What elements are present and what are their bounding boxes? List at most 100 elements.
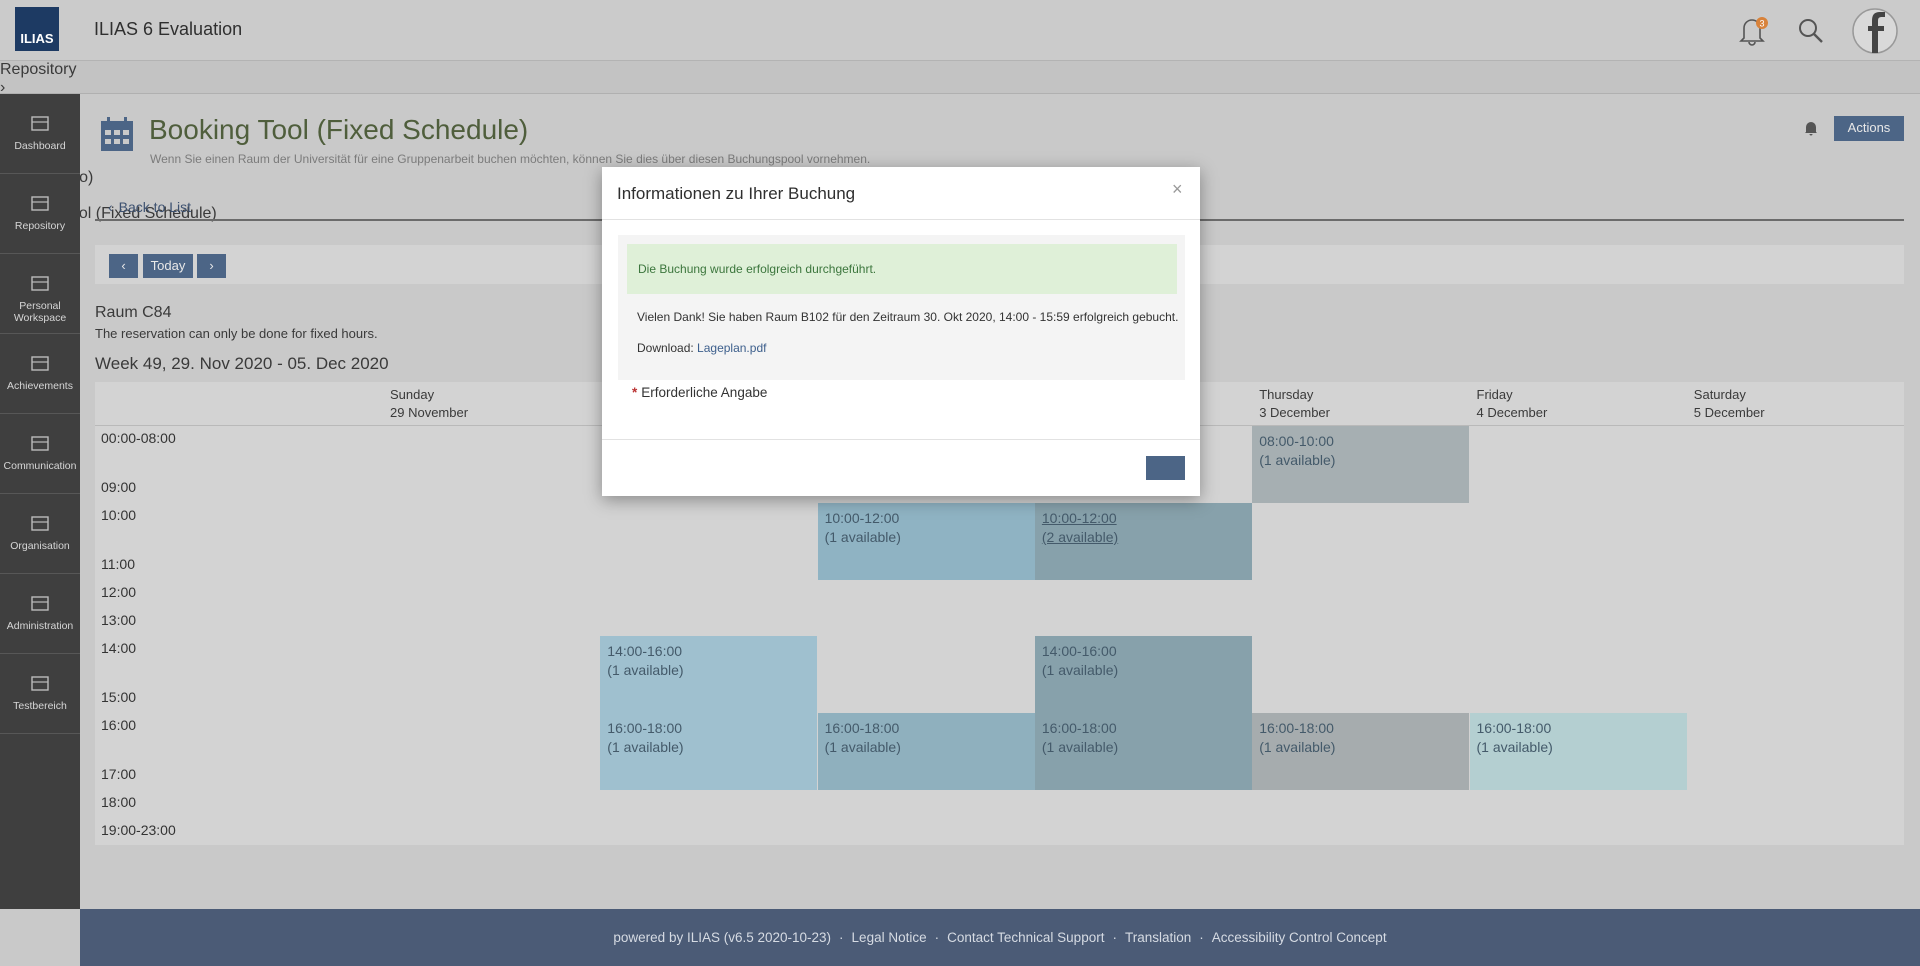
sidebar-item[interactable]: Administration [0, 574, 80, 654]
time-label: 11:00 [101, 556, 135, 572]
slot-availability: (1 available) [607, 662, 684, 678]
app-title: ILIAS 6 Evaluation [94, 19, 243, 39]
sidebar-label: Dashboard [14, 140, 66, 152]
modal-panel: Die Buchung wurde erfolgreich durchgefüh… [618, 235, 1185, 380]
booking-text: Vielen Dank! Sie haben Raum B102 für den… [637, 310, 1179, 324]
page-icon [101, 117, 133, 151]
search-icon[interactable] [1797, 17, 1825, 45]
next-button[interactable]: › [197, 254, 226, 278]
sidebar-item[interactable]: Communication [0, 414, 80, 494]
sidebar-label: Communication [3, 460, 77, 472]
sidebar-item[interactable]: Repository [0, 174, 80, 254]
footer: powered by ILIAS (v6.5 2020-10-23) · Legal… [80, 909, 1920, 966]
modal-title: Informationen zu Ihrer Buchung [617, 184, 856, 203]
prev-button[interactable]: ‹ [109, 254, 138, 278]
booking-slot: 14:00-16:00 (1 available) [600, 636, 818, 713]
booking-slot: 16:00-18:00 (1 available) [1034, 713, 1252, 790]
breadcrumb-separator: › [0, 79, 6, 96]
notify-icon[interactable] [1803, 120, 1819, 136]
day-name: Saturday [1693, 387, 1746, 402]
footer-separator: · [839, 930, 844, 945]
day-date: 4 December [1476, 405, 1548, 420]
slot-time: 14:00-16:00 [607, 643, 683, 659]
sidebar-label: Administration [6, 620, 74, 632]
time-label: 15:00 [101, 689, 137, 705]
slot-availability: (1 available) [1041, 739, 1119, 755]
time-label: 13:00 [101, 612, 137, 628]
sidebar-item[interactable]: Personal Workspace [0, 254, 80, 334]
time-label: 14:00 [101, 640, 137, 656]
slot-availability: (1 available) [1259, 739, 1336, 755]
avatar[interactable] [1851, 7, 1899, 55]
back-link[interactable]: ‹ Back to List [108, 199, 191, 215]
sidebar-icon [31, 356, 49, 371]
sidebar-item[interactable]: Dashboard [0, 94, 80, 174]
sidebar-label: Testbereich [13, 700, 67, 712]
time-label: 17:00 [101, 766, 137, 782]
day-date: 5 December [1693, 405, 1765, 420]
slot-availability: (1 available) [824, 739, 901, 755]
booking-slot: 16:00-18:00 (1 available) [817, 713, 1035, 790]
time-label: 10:00 [101, 507, 137, 523]
booking-slot: 16:00-18:00 (1 available) [600, 713, 818, 790]
footer-link[interactable]: Legal Notice [851, 930, 927, 945]
logo[interactable]: ILIAS [15, 7, 59, 51]
breadcrumb[interactable]: Sandbox [0, 97, 1920, 115]
booking-slot[interactable]: 10:00-12:00 (2 available) [1034, 503, 1252, 580]
day-date: 3 December [1259, 405, 1330, 420]
modal-divider [602, 219, 1200, 220]
actions-button[interactable]: Actions [1834, 116, 1904, 141]
sidebar-item[interactable]: Organisation [0, 494, 80, 574]
slot-time: 14:00-16:00 [1041, 643, 1117, 659]
page-description: Wenn Sie einen Raum der Universität für … [150, 152, 871, 166]
slot-availability: (1 available) [1041, 662, 1119, 678]
slot-time: 16:00-18:00 [824, 720, 900, 736]
back-text[interactable]: Back to List [118, 199, 192, 215]
sidebar-item[interactable]: Testbereich [0, 654, 80, 734]
time-label: 12:00 [101, 584, 137, 600]
back-chevron: ‹ [108, 199, 113, 215]
sidebar: Dashboard Repository Personal Workspace Ach… [0, 94, 80, 909]
notification-icon[interactable]: 3 [1732, 14, 1768, 46]
download-link[interactable]: Lageplan.pdf [697, 341, 767, 355]
modal-button[interactable] [1146, 456, 1185, 480]
header: ILIAS ILIAS 6 Evaluation 3 [0, 0, 1920, 61]
footer-link[interactable]: Contact Technical Support [947, 930, 1105, 945]
booking-slot: 16:00-18:00 (1 available) [1469, 713, 1687, 790]
footer-separator: · [934, 930, 940, 945]
modal-close[interactable]: × [1172, 179, 1183, 199]
day-name: Thursday [1259, 387, 1314, 402]
slot-time[interactable]: 10:00-12:00 [1041, 510, 1117, 526]
required-text: Erforderliche Angabe [641, 385, 768, 400]
sidebar-label: Achievements [7, 380, 73, 392]
page-title: Booking Tool (Fixed Schedule) [149, 114, 529, 145]
time-label: 18:00 [101, 794, 137, 810]
footer-link[interactable]: Translation [1124, 930, 1192, 945]
slot-time: 16:00-18:00 [1259, 720, 1334, 736]
sidebar-icon [31, 516, 49, 531]
sidebar-icon [31, 676, 49, 691]
room-note: The reservation can only be done for fix… [95, 326, 378, 341]
sidebar-item[interactable]: Achievements [0, 334, 80, 414]
footer-link[interactable]: Accessibility Control Concept [1211, 930, 1387, 945]
today-button[interactable]: Today [143, 254, 193, 278]
footer-separator: · [1199, 930, 1204, 945]
sidebar-label: Organisation [10, 540, 70, 552]
booking-slot: 14:00-16:00 (1 available) [1034, 636, 1252, 713]
slot-availability[interactable]: (2 available) [1041, 529, 1119, 545]
footer-separator: · [1112, 930, 1117, 945]
booking-slot: 16:00-18:00 (1 available) [1252, 713, 1470, 790]
sidebar-label: Personal Workspace [13, 300, 67, 324]
time-label: 00:00-08:00 [101, 430, 176, 446]
download: Download: Lageplan.pdf [637, 341, 766, 355]
required-note: * Erforderliche Angabe [632, 385, 767, 400]
modal-divider [602, 439, 1200, 440]
sidebar-icon [31, 596, 49, 611]
sidebar-icon [31, 116, 49, 131]
sidebar-icon [31, 436, 49, 451]
breadcrumb[interactable]: Repository [0, 61, 77, 78]
download-label: Download: [637, 341, 694, 355]
slot-availability: (1 available) [824, 529, 901, 545]
notification-count: 3 [1759, 19, 1764, 29]
